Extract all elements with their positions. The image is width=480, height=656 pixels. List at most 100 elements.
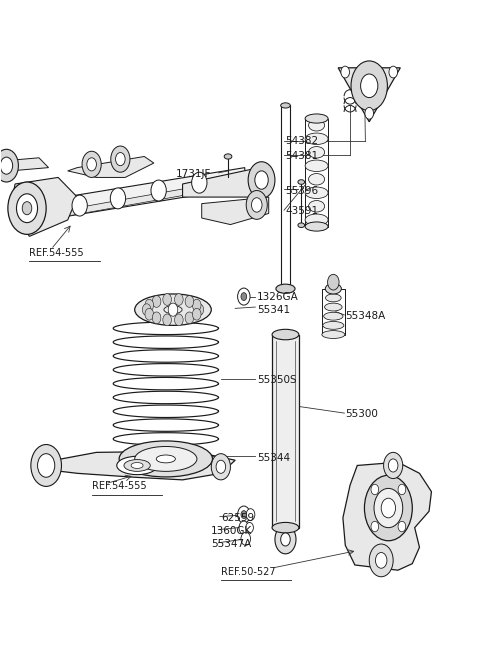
Ellipse shape [224,154,232,159]
Ellipse shape [309,119,324,131]
Polygon shape [202,197,269,224]
Polygon shape [0,158,48,171]
Circle shape [211,454,230,480]
Polygon shape [39,451,235,480]
Circle shape [37,454,55,478]
Ellipse shape [305,214,328,226]
Circle shape [152,296,161,308]
Bar [322,289,345,335]
Text: 1731JF: 1731JF [176,169,211,179]
Ellipse shape [117,457,157,475]
Text: 62559: 62559 [221,513,254,523]
Circle shape [246,522,253,533]
Circle shape [398,522,406,532]
Text: 55300: 55300 [345,409,378,419]
Ellipse shape [322,331,345,338]
Circle shape [82,152,101,177]
Circle shape [175,314,183,326]
Circle shape [163,314,171,326]
Text: 55350S: 55350S [257,375,296,385]
Circle shape [281,533,290,546]
Ellipse shape [124,460,150,472]
Ellipse shape [119,441,213,477]
Ellipse shape [305,187,328,199]
Ellipse shape [324,303,342,311]
Ellipse shape [325,294,341,302]
Ellipse shape [305,114,328,123]
Circle shape [275,525,296,554]
Circle shape [239,521,249,534]
Circle shape [364,476,412,541]
Ellipse shape [309,146,324,158]
Text: REF.54-555: REF.54-555 [29,248,84,258]
Circle shape [145,299,154,311]
Text: 55341: 55341 [257,305,290,316]
Circle shape [241,510,247,518]
Circle shape [185,296,194,308]
Circle shape [389,66,397,78]
Circle shape [255,171,268,189]
Circle shape [151,180,166,201]
Circle shape [31,445,61,486]
Polygon shape [68,157,154,177]
Circle shape [398,484,406,495]
Circle shape [248,162,275,198]
Circle shape [216,461,226,474]
Circle shape [246,190,267,219]
Circle shape [252,197,262,212]
Polygon shape [343,462,432,570]
Circle shape [241,293,247,300]
Circle shape [143,304,151,316]
Text: 43591: 43591 [286,207,319,216]
Circle shape [145,308,154,320]
Ellipse shape [325,283,341,294]
Circle shape [168,303,178,316]
Circle shape [0,157,12,174]
Ellipse shape [281,103,290,108]
Ellipse shape [272,329,299,340]
Polygon shape [24,168,245,223]
Circle shape [341,66,349,78]
Text: 55348A: 55348A [345,311,385,321]
Circle shape [246,508,255,520]
Ellipse shape [305,222,328,231]
Circle shape [22,201,32,215]
Circle shape [238,506,250,523]
Polygon shape [182,168,269,197]
Circle shape [110,188,126,209]
Text: REF.54-555: REF.54-555 [92,482,146,491]
Circle shape [0,150,18,182]
Ellipse shape [305,160,328,171]
Text: 1360GK: 1360GK [211,526,252,536]
Ellipse shape [324,312,343,320]
Circle shape [375,552,387,568]
Bar [305,119,328,226]
Circle shape [365,108,373,119]
Ellipse shape [164,306,182,314]
Ellipse shape [135,447,197,472]
Ellipse shape [305,133,328,144]
Text: 1326GA: 1326GA [257,291,299,302]
Circle shape [381,498,396,518]
Ellipse shape [156,455,175,463]
Circle shape [384,453,403,479]
Circle shape [175,294,183,305]
Circle shape [327,274,339,290]
Polygon shape [34,178,240,222]
Ellipse shape [309,201,324,212]
Ellipse shape [272,522,299,533]
Text: 54382: 54382 [286,136,319,146]
Text: REF.50-527: REF.50-527 [221,567,276,577]
Circle shape [371,522,379,532]
Circle shape [87,158,96,171]
Circle shape [192,308,201,320]
Ellipse shape [323,321,344,329]
Ellipse shape [298,223,305,228]
Ellipse shape [298,180,305,184]
Circle shape [8,182,46,234]
Circle shape [16,194,37,222]
Circle shape [111,146,130,173]
Circle shape [241,532,251,545]
Polygon shape [338,68,400,122]
Circle shape [374,488,403,527]
